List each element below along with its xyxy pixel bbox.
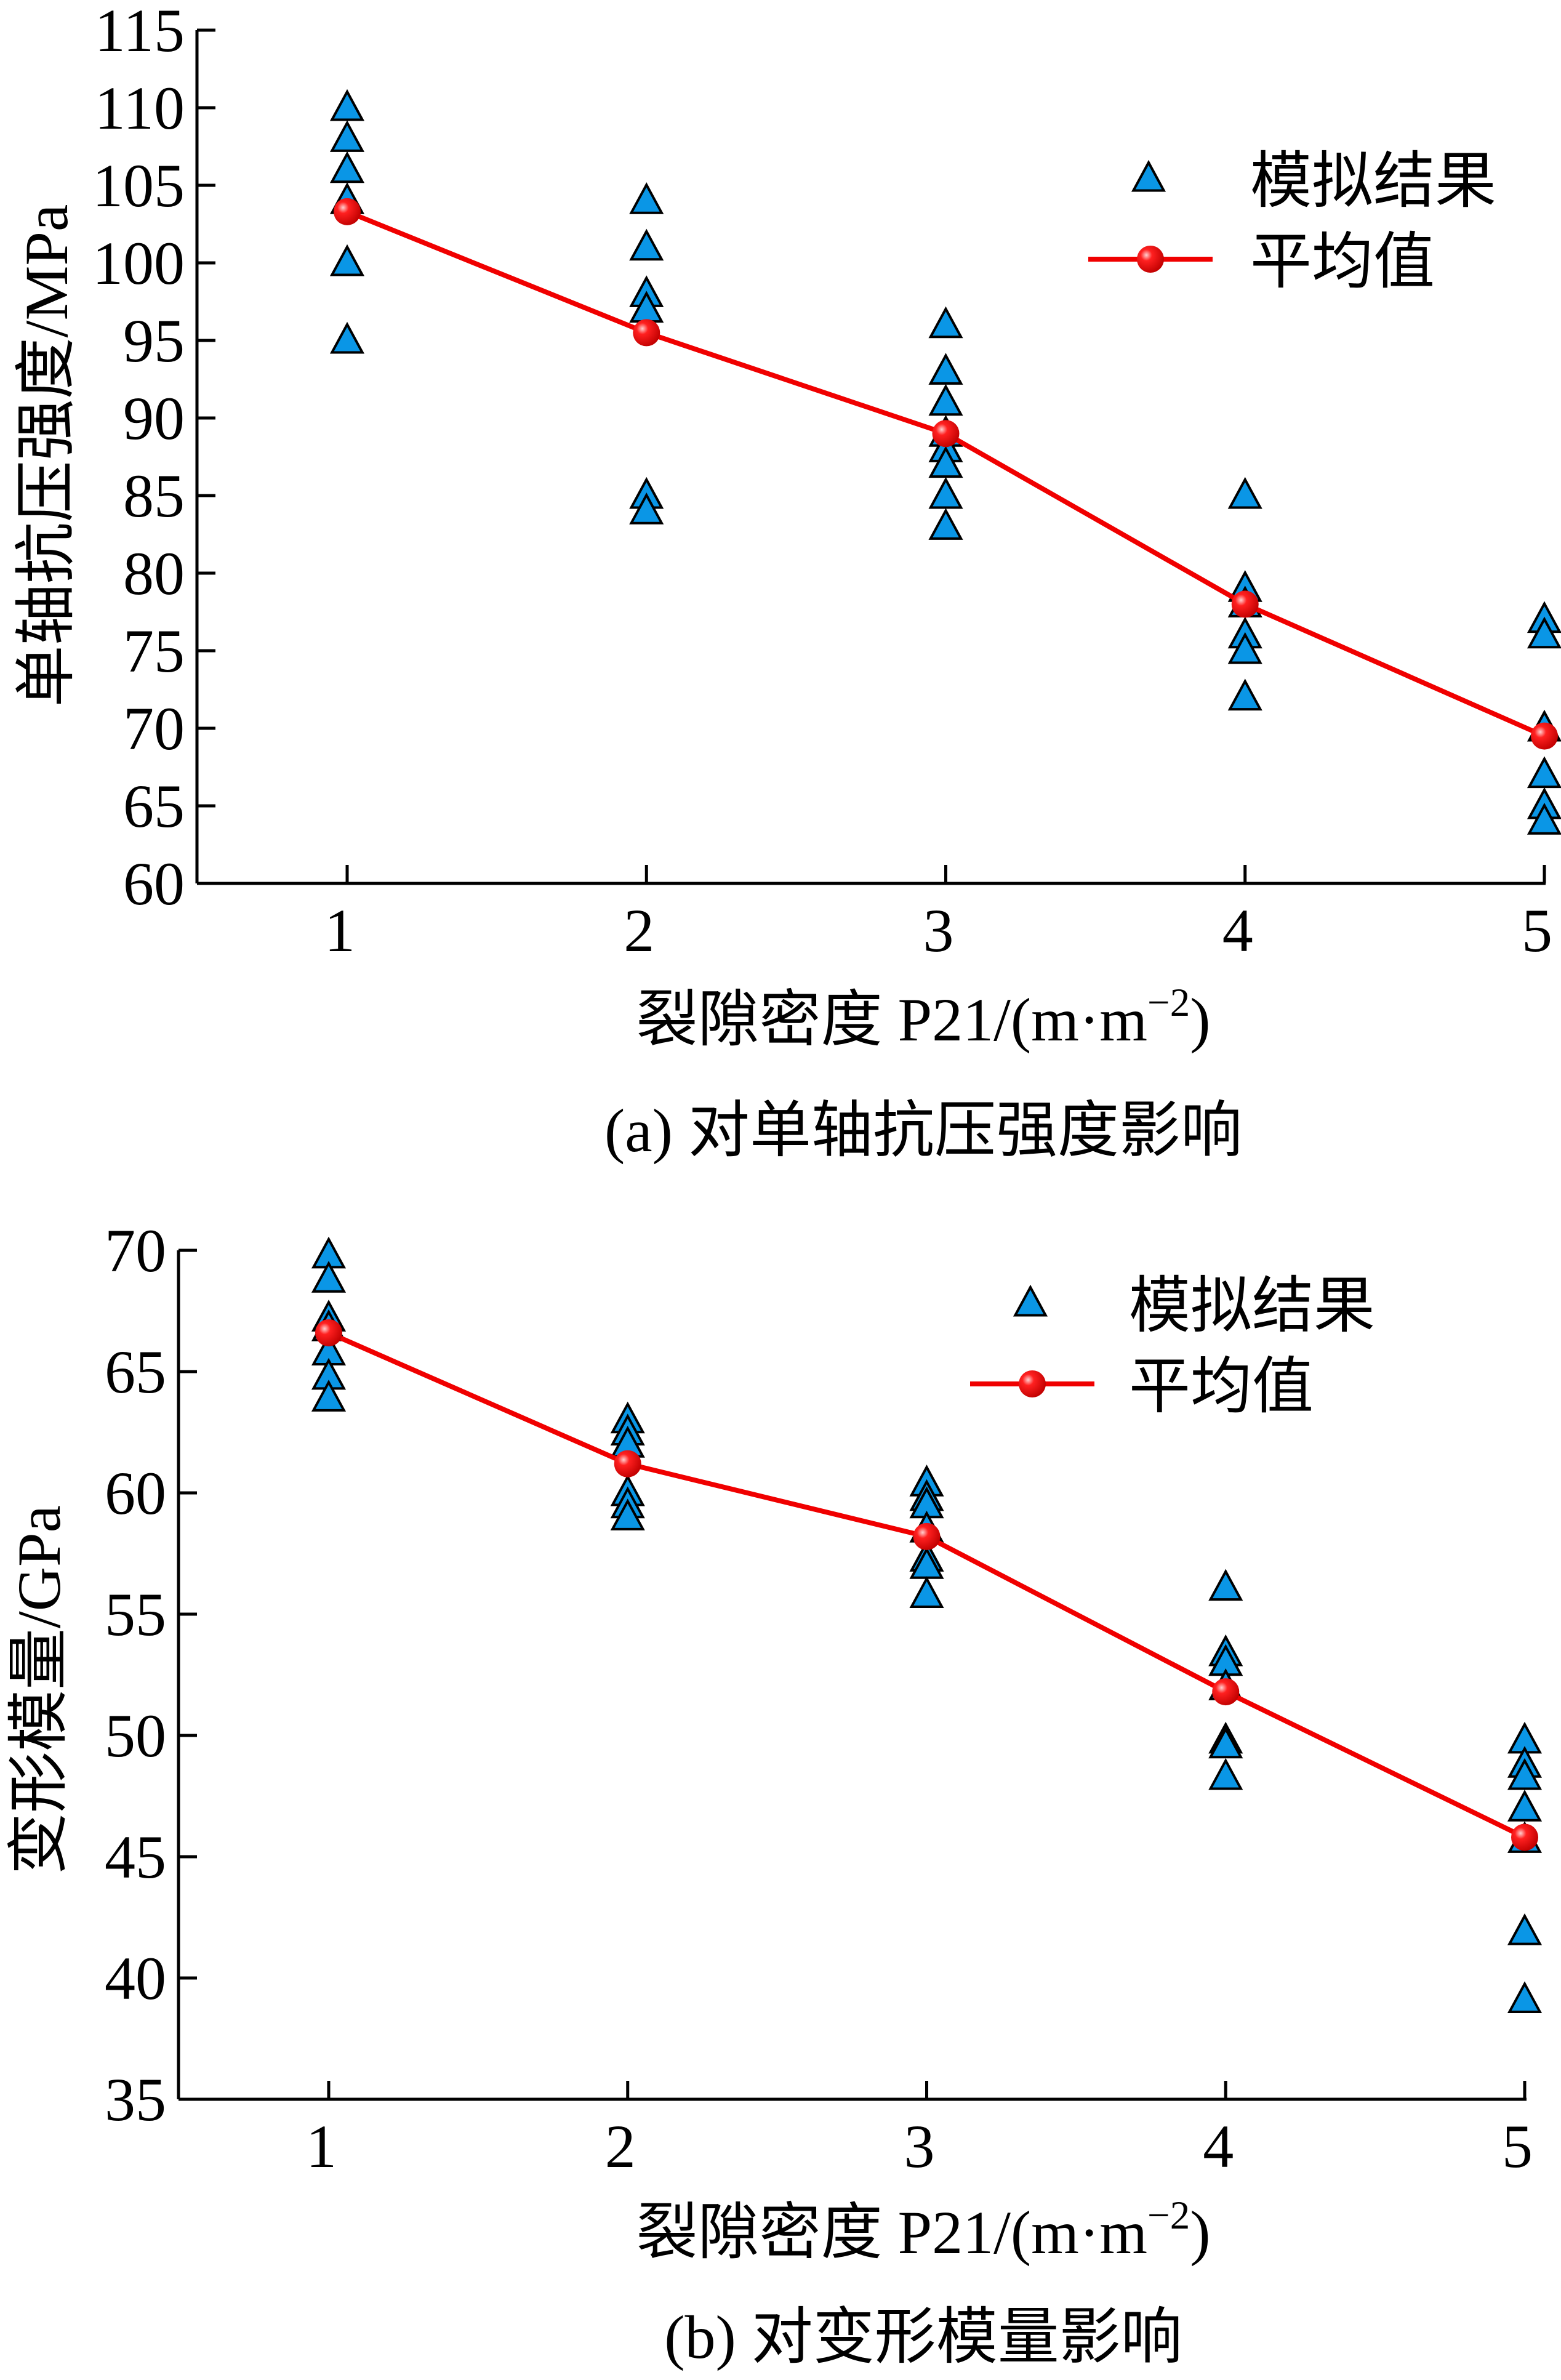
scatter-point — [311, 1380, 347, 1412]
scatter-point — [928, 353, 963, 385]
chart-a: 60 65 70 75 80 85 90 95 100 105 110 115 1 2 3 4 5 单轴抗压强度/… — [12, 0, 1561, 1165]
scatter-point — [928, 384, 963, 416]
scatter-point — [1527, 756, 1561, 789]
y-tick-label: 80 — [123, 539, 185, 608]
scatter-point — [1208, 1726, 1243, 1759]
mean-point — [633, 319, 660, 347]
x-tick-label: 1 — [306, 2112, 337, 2181]
legend-mean-icon — [1019, 1370, 1046, 1397]
scatter-point — [1507, 1758, 1543, 1790]
x-axis-label-main: 裂隙密度 P21/(m·m — [636, 986, 1147, 1054]
x-tick-label: 2 — [605, 2112, 636, 2181]
scatter-point — [928, 476, 963, 509]
legend-label-simulation: 模拟结果 — [1250, 147, 1496, 215]
x-axis-label-sup: −2 — [1147, 2193, 1190, 2238]
scatter-point — [329, 321, 365, 354]
mean-point — [913, 1522, 941, 1550]
y-tick-label: 70 — [123, 694, 185, 763]
x-tick-label: 1 — [324, 896, 355, 965]
scatter-point — [928, 306, 963, 339]
scatter-point — [329, 151, 365, 183]
legend-label-mean: 平均值 — [1250, 228, 1435, 296]
scatter-point — [909, 1576, 944, 1608]
x-tick-label: 5 — [1522, 896, 1552, 965]
y-tick-label: 45 — [105, 1823, 166, 1891]
y-axis-label: 变形模量/GPa — [5, 1505, 73, 1875]
y-tick-label: 35 — [105, 2065, 166, 2134]
y-tick-label: 115 — [95, 0, 185, 65]
x-tick-label: 3 — [923, 896, 954, 965]
scatter-point — [928, 508, 963, 540]
x-axis-label: 裂隙密度 P21/(m·m−2) — [636, 981, 1210, 1054]
y-tick-label: 65 — [123, 772, 185, 840]
mean-point — [1212, 1678, 1240, 1706]
x-tick-label: 5 — [1502, 2112, 1533, 2181]
mean-point — [334, 198, 361, 225]
y-tick-label: 55 — [105, 1580, 166, 1649]
y-tick-label: 110 — [95, 74, 185, 142]
x-axis-label: 裂隙密度 P21/(m·m−2) — [636, 2193, 1210, 2267]
y-tick-label: 100 — [92, 229, 185, 297]
y-tick-label: 65 — [105, 1338, 166, 1406]
scatter-point — [629, 228, 664, 261]
legend-triangle-icon — [1013, 1284, 1048, 1317]
scatter-point — [1227, 632, 1262, 664]
y-tick-label: 70 — [105, 1216, 166, 1285]
scatter-point — [610, 1498, 645, 1530]
x-axis-label-end: ) — [1190, 2198, 1210, 2267]
scatter-point — [629, 492, 664, 525]
scatter-point — [1227, 476, 1262, 509]
scatter-point — [1208, 1569, 1243, 1601]
mean-point — [315, 1319, 342, 1346]
mean-point — [1511, 1823, 1538, 1851]
legend-label-mean: 平均值 — [1129, 1353, 1314, 1421]
y-tick-label: 90 — [123, 384, 185, 452]
mean-point — [1231, 590, 1259, 618]
x-tick-label: 4 — [1203, 2112, 1234, 2181]
scatter-point — [1507, 1790, 1543, 1822]
legend-label-simulation: 模拟结果 — [1129, 1272, 1375, 1340]
mean-point — [1531, 722, 1558, 750]
scatter-point — [1527, 616, 1561, 649]
y-tick-label: 85 — [123, 462, 185, 530]
scatter-point — [1208, 1758, 1243, 1790]
y-tick-label: 75 — [123, 617, 185, 685]
mean-point — [614, 1450, 641, 1477]
x-axis-label-end: ) — [1190, 986, 1210, 1054]
y-tick-label: 105 — [92, 151, 185, 220]
scatter-point — [311, 1261, 347, 1293]
scatter-point — [928, 446, 963, 478]
legend-mean-icon — [1137, 246, 1164, 273]
y-axis-label: 单轴抗压强度/MPa — [12, 204, 81, 707]
scatter-point — [329, 244, 365, 276]
x-tick-label: 3 — [904, 2112, 935, 2181]
scatter-point — [329, 89, 365, 121]
legend-triangle-icon — [1131, 159, 1166, 192]
scatter-point — [329, 120, 365, 152]
chart-caption: (b) 对变形模量影响 — [664, 2303, 1182, 2371]
scatter-point — [1507, 1913, 1543, 1945]
chart-caption: (a) 对单轴抗压强度影响 — [604, 1096, 1242, 1165]
x-tick-label: 4 — [1222, 896, 1253, 965]
x-tick-label: 2 — [624, 896, 654, 965]
y-tick-label: 60 — [105, 1459, 166, 1527]
x-axis-label-main: 裂隙密度 P21/(m·m — [636, 2198, 1147, 2267]
y-tick-label: 95 — [123, 307, 185, 375]
scatter-point — [629, 182, 664, 214]
mean-point — [932, 420, 960, 448]
y-tick-label: 40 — [105, 1944, 166, 2012]
scatter-point — [1527, 803, 1561, 835]
scatter-point — [1227, 678, 1262, 711]
x-axis-label-sup: −2 — [1147, 981, 1190, 1025]
scatter-point — [1507, 1981, 1543, 2013]
y-tick-label: 50 — [105, 1702, 166, 1770]
y-tick-label: 60 — [123, 850, 185, 918]
